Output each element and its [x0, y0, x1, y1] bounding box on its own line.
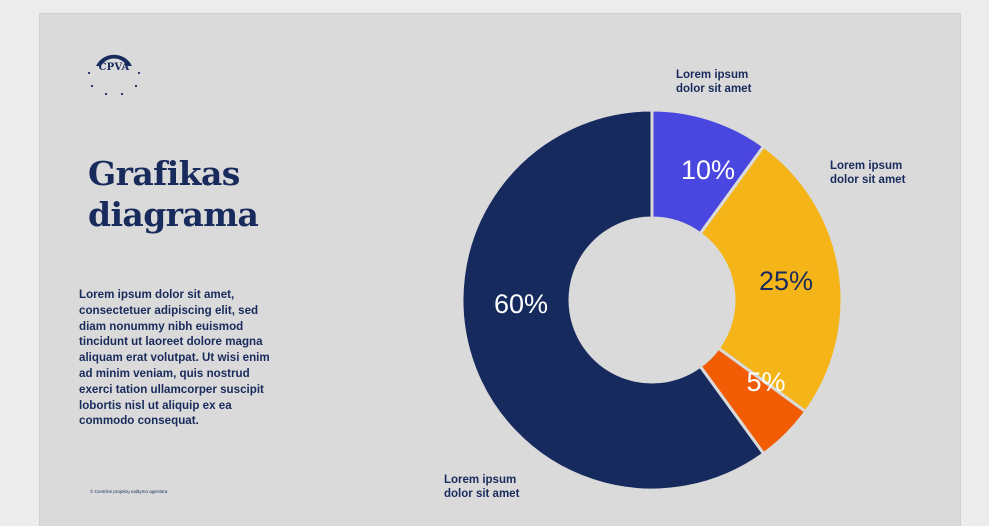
logo-arc-icon	[87, 54, 141, 96]
cpva-logo: CPVA	[82, 36, 146, 106]
pie-slice-label-4: 60%	[494, 289, 548, 319]
pie-slice-4	[460, 108, 766, 492]
annotation-slice-4: Lorem ipsum dolor sit amet	[444, 473, 519, 501]
title-line-2: diagrama	[88, 195, 259, 234]
annotation-slice-1-line-2: dolor sit amet	[676, 83, 752, 95]
footer-copyright: © Centrinė projektų valdymo agentūra	[90, 489, 168, 494]
logo-text: CPVA	[98, 62, 130, 73]
pie-slice-label-1: 10%	[681, 155, 735, 185]
page-title: Grafikas diagrama	[88, 153, 259, 235]
pie-slice-2	[698, 144, 844, 414]
annotation-slice-4-line-1: Lorem ipsum	[444, 474, 517, 486]
annotation-slice-1-line-1: Lorem ipsum	[676, 69, 749, 81]
annotation-slice-2-line-1: Lorem ipsum	[830, 160, 903, 172]
body-text: Lorem ipsum dolor sit amet, consectetuer…	[79, 288, 270, 428]
pie-slice-label-2: 25%	[759, 266, 813, 296]
annotation-slice-4-line-2: dolor sit amet	[444, 488, 520, 500]
title-line-1: Grafikas	[88, 154, 240, 193]
annotation-slice-2: Lorem ipsum dolor sit amet	[830, 159, 905, 187]
pie-slice-label-3: 5%	[746, 367, 785, 397]
annotation-slice-2-line-2: dolor sit amet	[830, 174, 906, 186]
annotation-slice-1: Lorem ipsum dolor sit amet	[676, 68, 751, 96]
